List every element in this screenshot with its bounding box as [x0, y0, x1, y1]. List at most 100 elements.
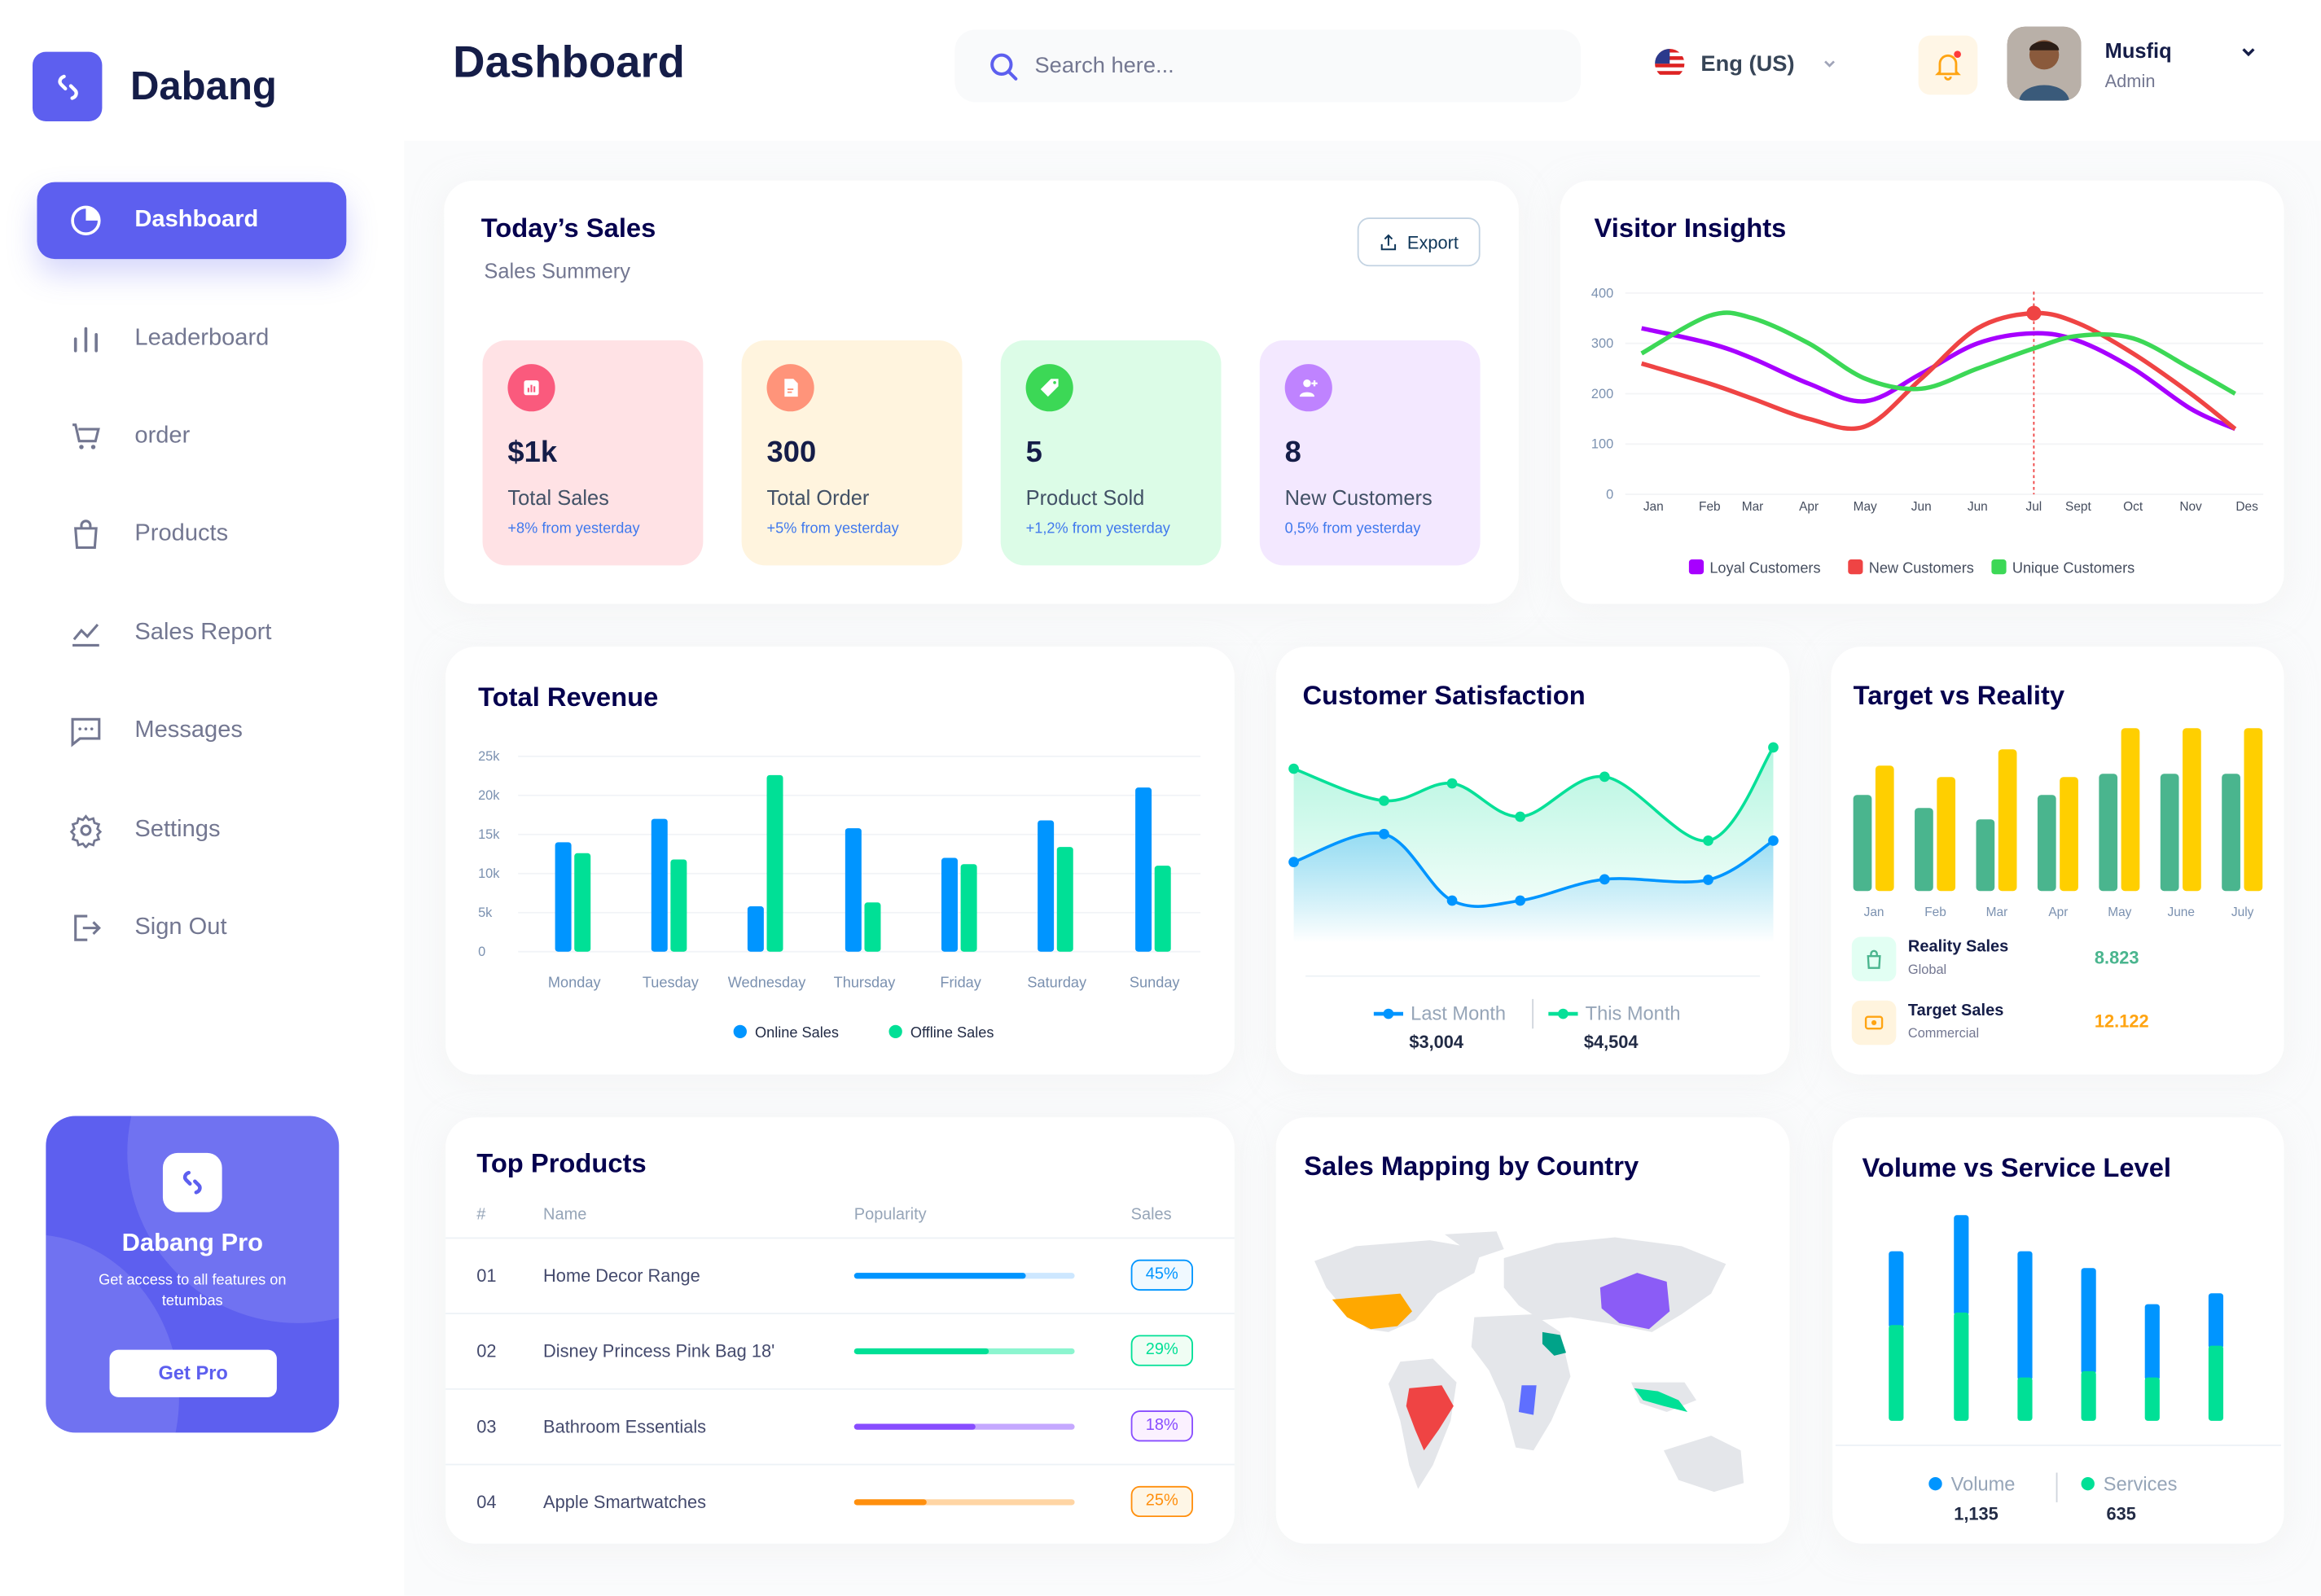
- bar-reality-sales[interactable]: [2037, 795, 2056, 892]
- legend-swatch: [1848, 559, 1863, 575]
- bar-offline-sales[interactable]: [864, 902, 881, 952]
- x-tick-label: Jun: [1911, 500, 1932, 514]
- user-photo: [2007, 26, 2082, 101]
- x-tick-label: May: [1854, 500, 1877, 514]
- sidebar-item-messages[interactable]: Messages: [37, 693, 346, 770]
- bar-online-sales[interactable]: [651, 818, 668, 952]
- user-menu-chevron-icon[interactable]: [2238, 42, 2258, 62]
- data-point[interactable]: [1379, 795, 1389, 806]
- data-point[interactable]: [1599, 771, 1610, 783]
- bar-volume[interactable]: [2081, 1268, 2096, 1375]
- bar-services[interactable]: [2017, 1377, 2033, 1421]
- bar-volume[interactable]: [2144, 1304, 2160, 1381]
- data-point[interactable]: [1768, 835, 1779, 846]
- data-point[interactable]: [1599, 874, 1610, 885]
- map-country-saudi-arabia[interactable]: [1542, 1331, 1567, 1356]
- table-row[interactable]: 01 Home Decor Range 45%: [445, 1237, 1235, 1313]
- x-tick-label: Thursday: [834, 974, 897, 990]
- bar-target-sales[interactable]: [1937, 777, 1956, 892]
- data-point[interactable]: [1703, 835, 1713, 846]
- export-button[interactable]: Export: [1357, 217, 1481, 267]
- bar-reality-sales[interactable]: [1853, 795, 1872, 892]
- table-row[interactable]: 04 Apple Smartwatches 25%: [445, 1463, 1235, 1540]
- bar-offline-sales[interactable]: [1154, 866, 1171, 952]
- sidebar-item-products[interactable]: Products: [37, 496, 346, 573]
- language-label: Eng (US): [1700, 50, 1795, 77]
- y-tick-label: 200: [1591, 387, 1613, 401]
- bar-volume[interactable]: [1954, 1215, 1969, 1316]
- x-tick-label: Jul: [2026, 500, 2042, 514]
- sidebar-item-leaderboard[interactable]: Leaderboard: [37, 300, 346, 378]
- bar-online-sales[interactable]: [845, 828, 862, 952]
- world-map[interactable]: [1297, 1229, 1770, 1525]
- y-tick-label: 0: [478, 945, 485, 959]
- highlight-point[interactable]: [2026, 305, 2042, 321]
- data-point[interactable]: [1446, 778, 1458, 789]
- bar-services[interactable]: [2208, 1345, 2224, 1421]
- sidebar-item-settings[interactable]: Settings: [37, 791, 346, 869]
- bar-offline-sales[interactable]: [1056, 847, 1073, 952]
- table-row[interactable]: 02 Disney Princess Pink Bag 18' 29%: [445, 1313, 1235, 1388]
- bar-reality-sales[interactable]: [1915, 808, 1933, 892]
- data-point[interactable]: [1379, 828, 1389, 840]
- sidebar-item-sales-report[interactable]: Sales Report: [37, 595, 346, 673]
- bar-online-sales[interactable]: [1135, 787, 1152, 952]
- bar-reality-sales[interactable]: [1976, 819, 1995, 892]
- bar-offline-sales[interactable]: [766, 774, 783, 952]
- bar-volume[interactable]: [2017, 1251, 2033, 1381]
- bar-services[interactable]: [1954, 1312, 1969, 1421]
- table-row[interactable]: 03 Bathroom Essentials 18%: [445, 1388, 1235, 1464]
- legend-dot: [888, 1024, 902, 1039]
- map-country-indonesia[interactable]: [1634, 1388, 1688, 1412]
- sidebar-item-dashboard[interactable]: Dashboard: [37, 182, 347, 260]
- map-country-brazil[interactable]: [1406, 1385, 1454, 1451]
- data-point[interactable]: [1768, 742, 1779, 753]
- bar-offline-sales[interactable]: [670, 859, 687, 952]
- data-point[interactable]: [1515, 811, 1526, 822]
- bar-target-sales[interactable]: [2121, 728, 2140, 892]
- bar-services[interactable]: [1889, 1325, 1904, 1421]
- get-pro-button[interactable]: Get Pro: [109, 1349, 277, 1397]
- search-input[interactable]: [1034, 53, 1524, 79]
- search-bar[interactable]: [954, 29, 1582, 103]
- bar-target-sales[interactable]: [2060, 777, 2078, 892]
- x-tick-label: Mar: [1986, 905, 2008, 919]
- bar-offline-sales[interactable]: [960, 864, 977, 952]
- language-selector[interactable]: Eng (US): [1655, 48, 1839, 79]
- data-point[interactable]: [1703, 875, 1713, 885]
- data-point[interactable]: [1288, 763, 1299, 774]
- sidebar-item-sign-out[interactable]: Sign Out: [37, 889, 346, 967]
- bar-services[interactable]: [2081, 1370, 2096, 1421]
- bar-volume[interactable]: [2208, 1293, 2224, 1349]
- bar-online-sales[interactable]: [1038, 820, 1055, 952]
- data-point[interactable]: [1446, 895, 1458, 906]
- legend-label: New Customers: [1869, 559, 1974, 576]
- sales-mapping-card: Sales Mapping by Country: [1275, 1117, 1790, 1544]
- bar-volume[interactable]: [1889, 1251, 1904, 1328]
- bar-target-sales[interactable]: [2244, 728, 2263, 892]
- bar-online-sales[interactable]: [941, 857, 958, 952]
- x-tick-label: Apr: [1799, 500, 1819, 514]
- bar-target-sales[interactable]: [1875, 765, 1894, 892]
- map-country-drc[interactable]: [1518, 1385, 1537, 1415]
- bar-online-sales[interactable]: [747, 906, 764, 952]
- bar-reality-sales[interactable]: [2160, 774, 2179, 892]
- row-number: 02: [476, 1340, 497, 1362]
- avatar[interactable]: [2007, 26, 2082, 101]
- map-country-usa[interactable]: [1332, 1293, 1412, 1330]
- brand-logo[interactable]: [32, 51, 103, 122]
- sidebar-item-order[interactable]: order: [37, 398, 346, 476]
- data-point[interactable]: [1515, 895, 1526, 906]
- bar-reality-sales[interactable]: [2222, 774, 2240, 892]
- map-country-china[interactable]: [1599, 1273, 1670, 1330]
- sidebar-item-label: Dashboard: [134, 207, 259, 233]
- bar-online-sales[interactable]: [555, 842, 572, 952]
- bar-reality-sales[interactable]: [2099, 774, 2118, 892]
- bar-target-sales[interactable]: [1998, 749, 2017, 892]
- bar-services[interactable]: [2144, 1377, 2160, 1421]
- bar-target-sales[interactable]: [2183, 728, 2201, 892]
- data-point[interactable]: [1288, 857, 1299, 867]
- notifications-button[interactable]: [1918, 35, 1978, 95]
- stat-card-product-sold: 5 Product Sold +1,2% from yesterday: [1000, 340, 1222, 566]
- bar-offline-sales[interactable]: [574, 853, 591, 952]
